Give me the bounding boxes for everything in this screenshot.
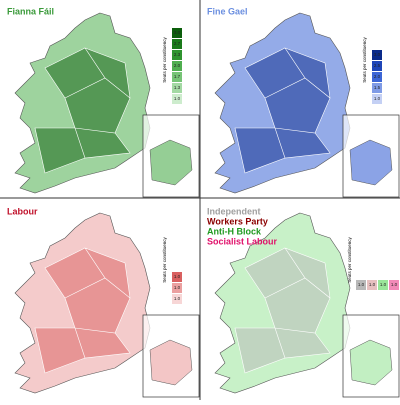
legend-label: 2.0	[374, 74, 381, 79]
legend-label: 2.5	[374, 63, 381, 68]
legend-swatch	[172, 94, 182, 104]
inset-map	[349, 139, 393, 186]
legend-label: 1.0	[358, 282, 365, 287]
panel-title: Workers Party	[207, 216, 268, 226]
legend-label: 2.3	[174, 52, 181, 57]
panel-title: Socialist Labour	[207, 236, 278, 246]
legend-swatch	[389, 280, 399, 290]
inset-map	[149, 339, 193, 386]
legend-title: Seats per constituency	[347, 236, 352, 282]
legend-title: Seats per constituency	[162, 236, 167, 282]
legend-label: 1.0	[380, 282, 387, 287]
legend-label: 1.0	[174, 296, 181, 301]
legend-label: 1.0	[174, 274, 181, 279]
legend-swatch	[172, 50, 182, 60]
legend-swatch	[172, 61, 182, 71]
legend-swatch	[172, 83, 182, 93]
legend-title: Seats per constituency	[362, 36, 367, 82]
legend-swatch	[172, 283, 182, 293]
panel-title: Labour	[7, 206, 38, 216]
panel: Fianna Fáil Seats per constituency 3.0 2.7 2…	[7, 6, 200, 198]
legend-label: 1.5	[374, 85, 381, 90]
legend-label: 3.0	[374, 52, 381, 57]
legend-swatch	[172, 72, 182, 82]
legend-swatch	[372, 72, 382, 82]
panel-title: Fine Gael	[207, 6, 248, 16]
legend-title: Seats per constituency	[162, 36, 167, 82]
legend-label: 3.0	[174, 30, 181, 35]
inset-map	[149, 139, 193, 186]
panel-title: Fianna Fáil	[7, 6, 54, 16]
legend-swatch	[372, 61, 382, 71]
legend-swatch	[378, 280, 388, 290]
legend-label: 2.7	[174, 41, 181, 46]
legend-label: 1.0	[374, 96, 381, 101]
legend-swatch	[172, 294, 182, 304]
legend-label: 1.3	[174, 85, 181, 90]
legend-swatch	[372, 50, 382, 60]
panel: Labour Seats per constituency 1.0 1.0 1.0	[7, 206, 200, 398]
legend-swatch	[172, 28, 182, 38]
legend-label: 1.7	[174, 74, 181, 79]
legend-label: 1.0	[174, 96, 181, 101]
panel-title: Independent	[207, 206, 261, 216]
legend-swatch	[172, 272, 182, 282]
legend-label: 1.0	[369, 282, 376, 287]
legend-swatch	[367, 280, 377, 290]
legend-swatch	[356, 280, 366, 290]
legend-label: 1.0	[391, 282, 398, 287]
legend-label: 1.0	[174, 285, 181, 290]
legend-label: 2.0	[174, 63, 181, 68]
legend-swatch	[372, 83, 382, 93]
panel-title: Anti-H Block	[207, 226, 262, 236]
inset-map	[349, 339, 393, 386]
legend-swatch	[372, 94, 382, 104]
panel: Fine Gael Seats per constituency 3.0 2.5 2.0…	[207, 6, 400, 198]
legend-swatch	[172, 39, 182, 49]
